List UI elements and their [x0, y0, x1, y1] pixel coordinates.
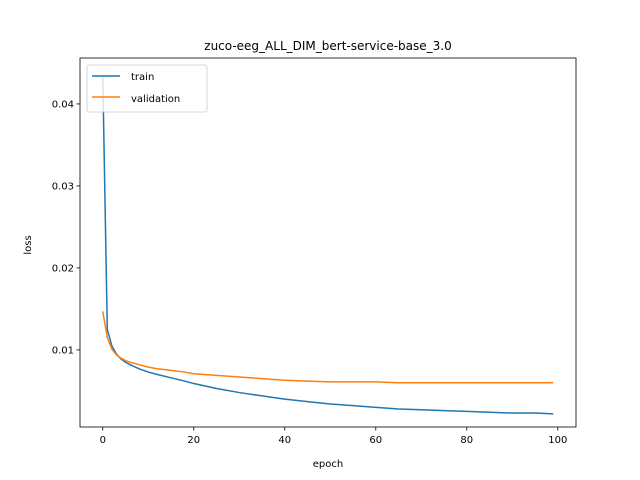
x-axis-label: epoch: [313, 459, 343, 470]
chart-title: zuco-eeg_ALL_DIM_bert-service-base_3.0: [204, 39, 451, 53]
x-axis: 0 20 40 60 80 100: [100, 427, 567, 446]
y-tick-label: 0.04: [52, 99, 74, 110]
series-lines: [102, 75, 554, 415]
x-tick-label: 80: [460, 435, 473, 446]
x-tick-label: 40: [278, 435, 291, 446]
plot-area: [79, 57, 577, 428]
y-axis-label: loss: [23, 235, 34, 254]
series-line-train: [102, 75, 554, 415]
legend-label-train: train: [131, 72, 154, 83]
y-tick-label: 0.03: [52, 181, 74, 192]
x-tick-label: 100: [548, 435, 567, 446]
series-line-validation: [102, 311, 554, 384]
legend-label-validation: validation: [131, 94, 180, 105]
y-tick-label: 0.01: [52, 345, 74, 356]
y-tick-label: 0.02: [52, 263, 74, 274]
x-tick-label: 0: [100, 435, 106, 446]
y-axis: 0.01 0.02 0.03 0.04: [52, 99, 80, 356]
legend: train validation: [86, 64, 208, 113]
x-tick-label: 20: [187, 435, 200, 446]
x-tick-label: 60: [369, 435, 382, 446]
